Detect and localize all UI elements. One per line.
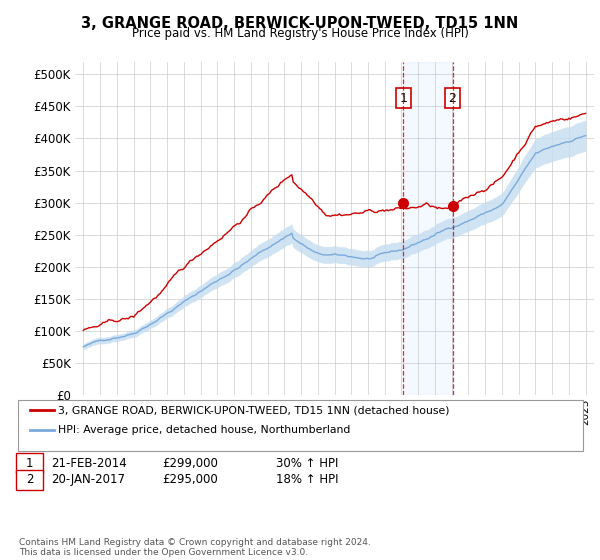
- Text: 3, GRANGE ROAD, BERWICK-UPON-TWEED, TD15 1NN: 3, GRANGE ROAD, BERWICK-UPON-TWEED, TD15…: [82, 16, 518, 31]
- Text: 18% ↑ HPI: 18% ↑ HPI: [276, 473, 338, 487]
- Text: 2: 2: [449, 92, 457, 105]
- Text: 3, GRANGE ROAD, BERWICK-UPON-TWEED, TD15 1NN (detached house): 3, GRANGE ROAD, BERWICK-UPON-TWEED, TD15…: [58, 405, 450, 416]
- Text: 20-JAN-2017: 20-JAN-2017: [51, 473, 125, 487]
- Text: 30% ↑ HPI: 30% ↑ HPI: [276, 456, 338, 470]
- Text: 21-FEB-2014: 21-FEB-2014: [51, 456, 127, 470]
- Text: 2: 2: [26, 473, 34, 487]
- Text: 1: 1: [400, 92, 407, 105]
- Text: HPI: Average price, detached house, Northumberland: HPI: Average price, detached house, Nort…: [58, 425, 350, 435]
- Text: Price paid vs. HM Land Registry's House Price Index (HPI): Price paid vs. HM Land Registry's House …: [131, 27, 469, 40]
- Text: Contains HM Land Registry data © Crown copyright and database right 2024.
This d: Contains HM Land Registry data © Crown c…: [19, 538, 371, 557]
- Bar: [403, 62, 452, 395]
- Text: 1: 1: [26, 456, 34, 470]
- Text: £299,000: £299,000: [162, 456, 218, 470]
- Text: £295,000: £295,000: [162, 473, 218, 487]
